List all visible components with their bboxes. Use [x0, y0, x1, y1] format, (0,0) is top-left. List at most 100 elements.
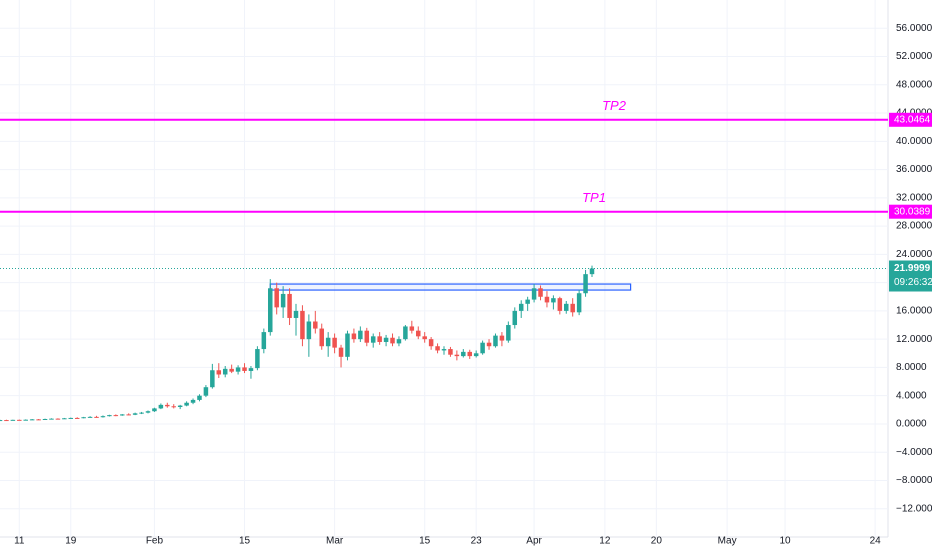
candle-body — [300, 310, 305, 340]
candle-body — [551, 298, 556, 303]
candle-body — [171, 406, 176, 408]
candle-body — [325, 337, 331, 347]
candle-body — [152, 408, 157, 412]
x-tick-label: 19 — [65, 536, 77, 547]
x-tick-label: 15 — [239, 536, 251, 547]
candle-body — [42, 419, 48, 421]
candle-body — [165, 404, 170, 407]
candle-body — [216, 370, 222, 375]
y-tick-label: 8.0000 — [896, 362, 927, 373]
candle-body — [87, 416, 93, 418]
candle-body — [557, 298, 563, 311]
candle-body — [100, 416, 106, 418]
x-tick-label: 24 — [870, 536, 882, 547]
candle-body — [499, 335, 505, 341]
candle-body — [441, 349, 447, 351]
y-tick-label: −4.0000 — [896, 447, 932, 458]
candle-body — [287, 293, 292, 318]
y-tick-label: 24.0000 — [896, 249, 932, 260]
candle-body — [68, 417, 74, 419]
candle-body — [570, 303, 575, 313]
candle-body — [184, 402, 189, 406]
candle-body — [113, 415, 119, 417]
candle-body — [23, 419, 28, 421]
candle-body — [235, 367, 241, 372]
target-price-label: 43.0464 — [894, 114, 931, 125]
candle-body — [177, 405, 183, 407]
candle-body — [506, 325, 511, 341]
candle-body — [203, 387, 209, 396]
y-tick-label: 36.0000 — [896, 164, 932, 175]
y-tick-label: 32.0000 — [896, 192, 932, 203]
candle-body — [351, 333, 357, 340]
y-tick-label: 56.0000 — [896, 23, 932, 34]
candle-body — [422, 336, 427, 340]
candle-body — [36, 419, 41, 421]
candle-body — [274, 288, 279, 308]
candle-body — [229, 368, 234, 372]
candle-body — [126, 414, 131, 416]
x-tick-label: 12 — [599, 536, 611, 547]
candle-body — [190, 399, 196, 403]
candle-body — [268, 288, 273, 333]
y-tick-label: 48.0000 — [896, 79, 932, 90]
candle-body — [525, 299, 530, 304]
x-tick-label: May — [718, 536, 737, 547]
candle-body — [255, 349, 260, 369]
candle-body — [248, 368, 254, 371]
y-tick-label: 0.0000 — [896, 419, 927, 430]
x-tick-label: 20 — [651, 536, 663, 547]
candle-body — [396, 339, 402, 344]
candle-body — [222, 368, 228, 375]
candle-body — [435, 346, 440, 351]
candle-body — [416, 330, 421, 337]
candle-body — [94, 416, 99, 418]
candle-body — [81, 417, 86, 419]
candle-body — [518, 303, 524, 311]
candle-body — [29, 419, 35, 421]
candle-body — [538, 288, 543, 297]
countdown-label: 09:26:32 — [894, 277, 932, 288]
candle-body — [332, 337, 337, 348]
candle-body — [319, 328, 324, 347]
candle-body — [461, 351, 466, 357]
candle-body — [145, 411, 151, 413]
candle-body — [428, 339, 434, 347]
y-tick-label: 16.0000 — [896, 306, 932, 317]
target-price-tag — [889, 204, 932, 219]
candle-body — [132, 413, 138, 415]
candle-body — [454, 354, 460, 357]
y-tick-label: 52.0000 — [896, 51, 932, 62]
candle-body — [448, 349, 453, 355]
candle-body — [576, 293, 582, 313]
y-tick-label: −8.0000 — [896, 475, 932, 486]
candle-body — [377, 336, 382, 342]
candle-body — [280, 293, 286, 308]
candle-body — [158, 404, 164, 409]
candle-body — [210, 370, 215, 388]
target-price-label: 30.0389 — [894, 206, 931, 217]
candle-body — [120, 414, 125, 416]
candle-body — [313, 321, 318, 329]
candle-body — [139, 412, 144, 414]
candle-body — [55, 418, 61, 420]
last-price-tag — [889, 260, 932, 292]
candle-body — [107, 415, 112, 417]
y-tick-label: 12.0000 — [896, 334, 932, 345]
x-tick-label: 10 — [779, 536, 791, 547]
candle-body — [403, 326, 408, 340]
candle-body — [390, 337, 395, 344]
candle-body — [544, 296, 550, 303]
candle-body — [74, 417, 80, 419]
candle-body — [10, 419, 16, 421]
candle-body — [17, 419, 22, 421]
candle-body — [467, 351, 472, 357]
candle-body — [364, 330, 370, 343]
zone-box — [269, 283, 632, 291]
candle-body — [383, 337, 389, 342]
candle-body — [358, 330, 363, 340]
candle-body — [0, 420, 3, 422]
candle-body — [564, 303, 569, 311]
